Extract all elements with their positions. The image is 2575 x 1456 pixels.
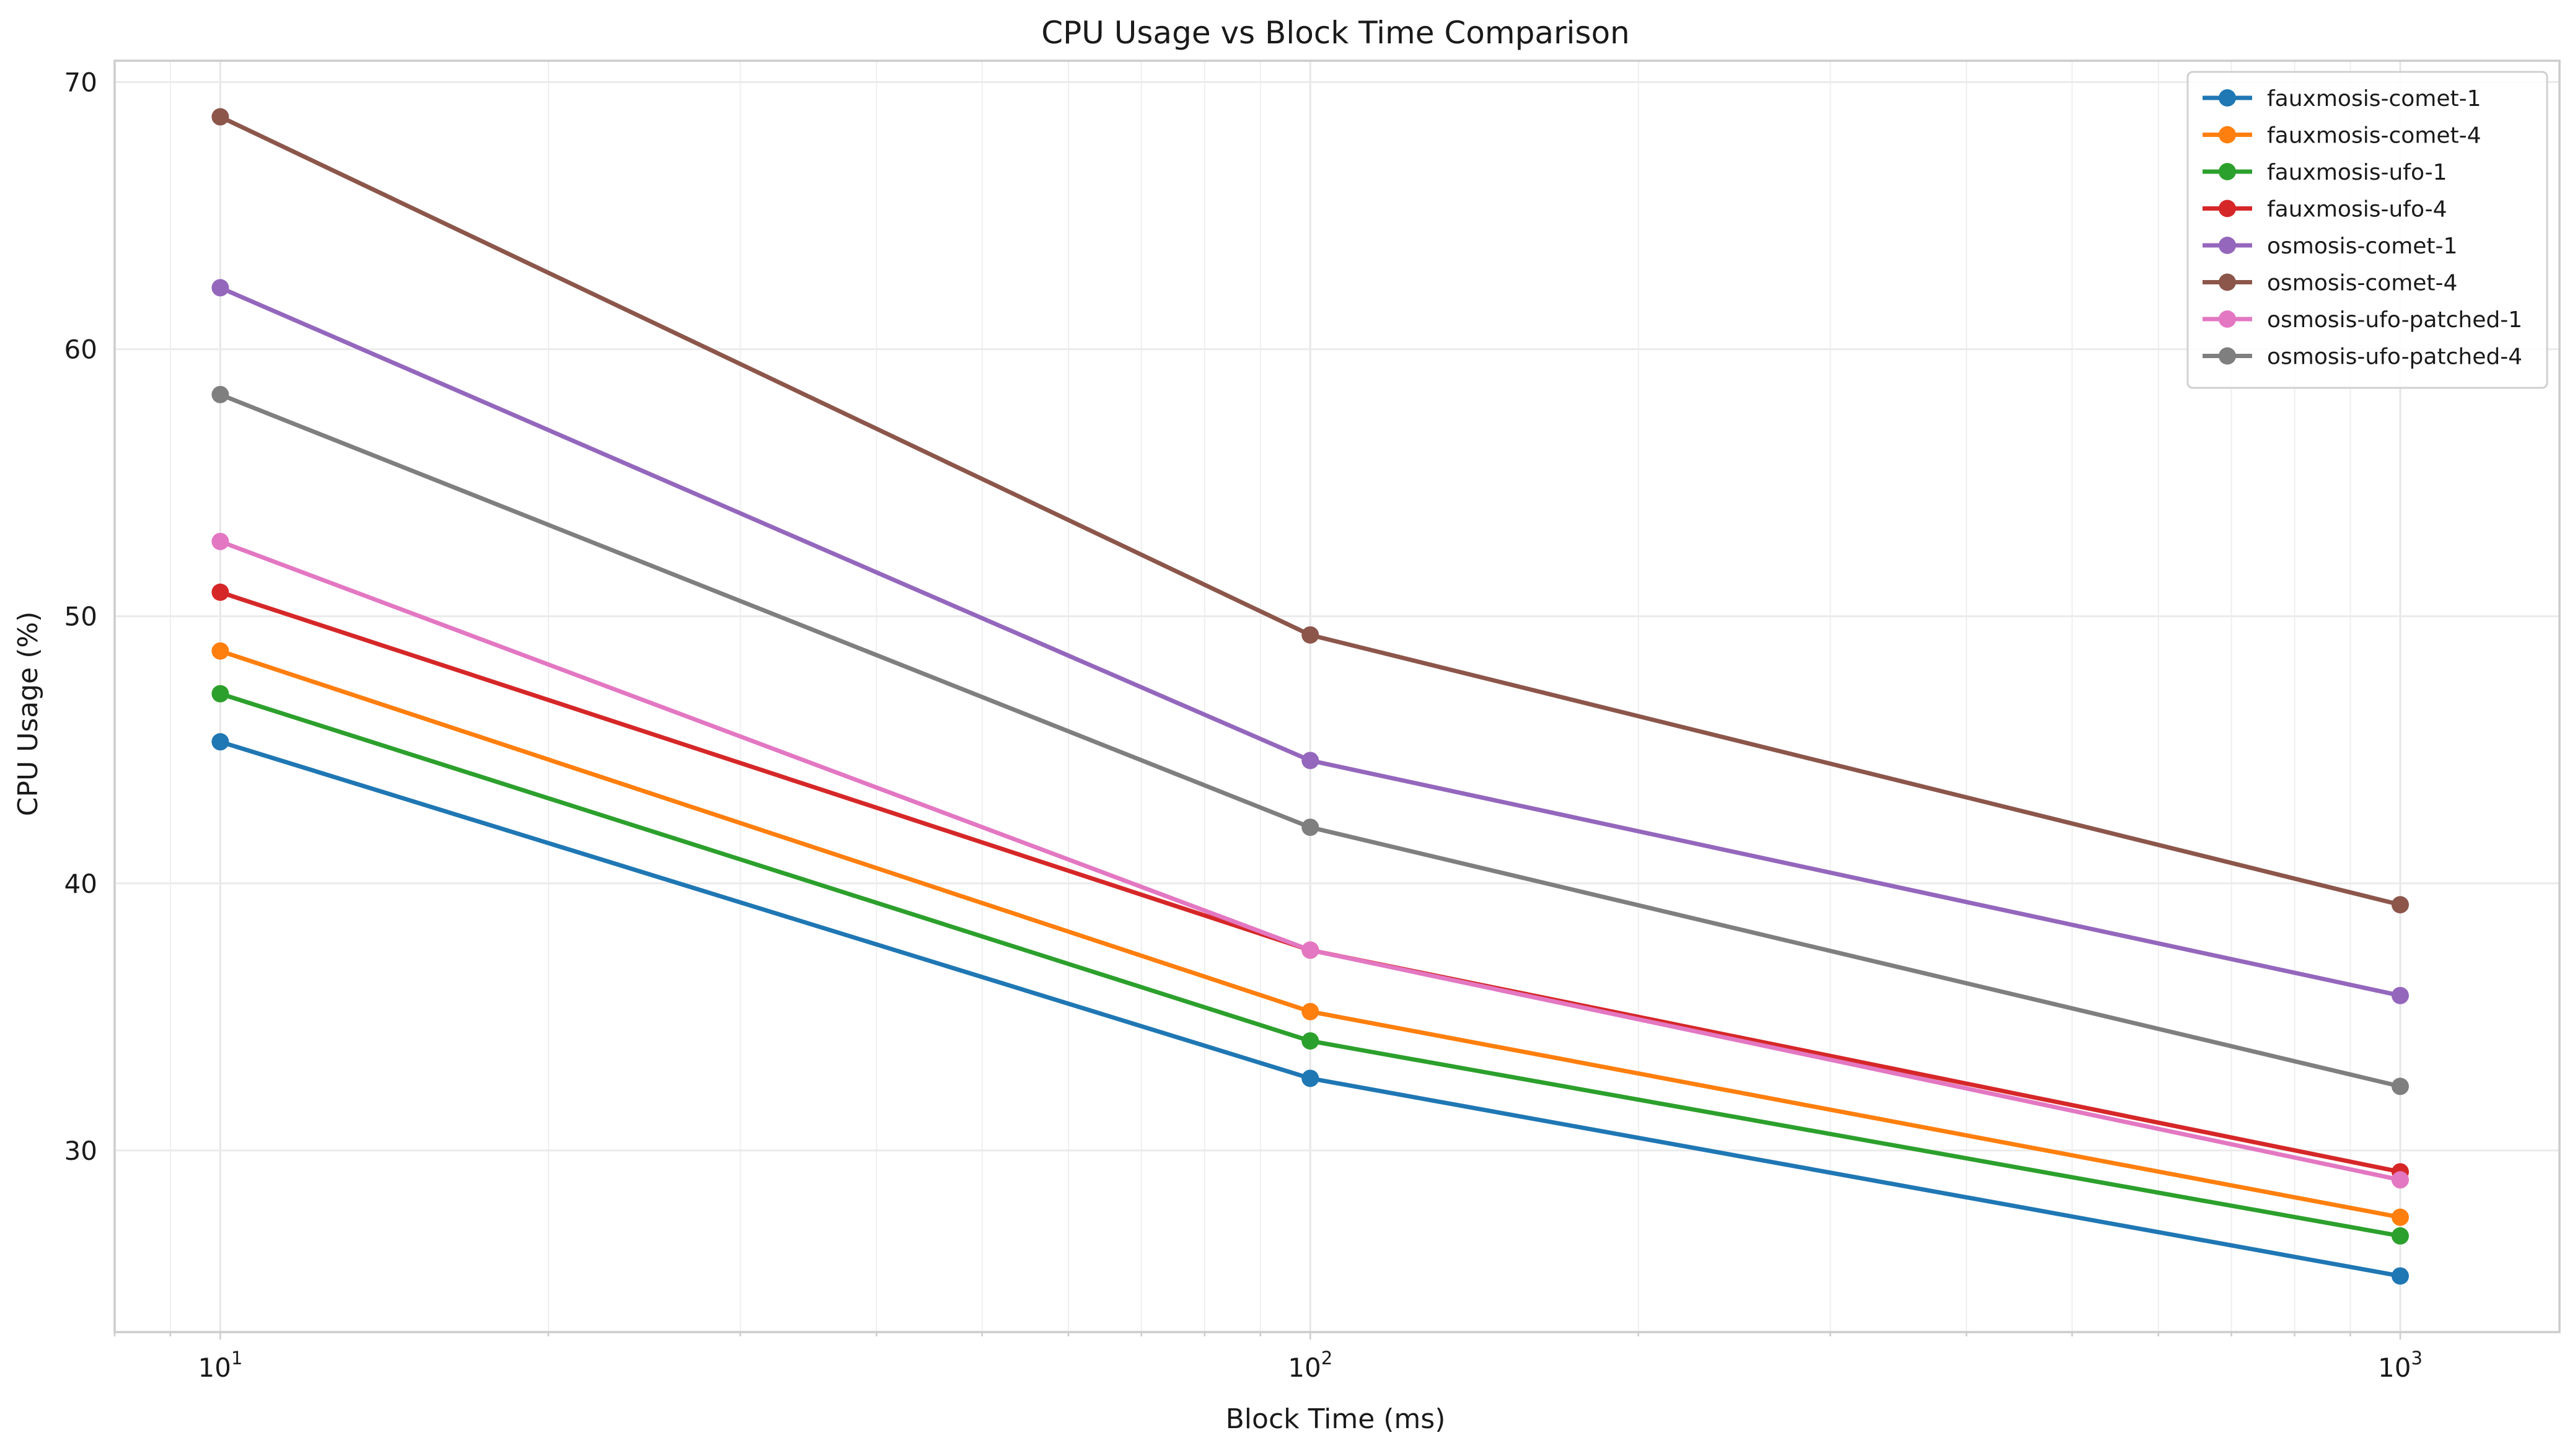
- data-point: [2391, 1208, 2409, 1226]
- series-osmosis-ufo-patched-4: [211, 385, 2409, 1095]
- legend-label: fauxmosis-comet-4: [2267, 123, 2481, 149]
- legend-item: fauxmosis-ufo-1: [2203, 160, 2447, 185]
- data-point: [211, 642, 229, 660]
- x-tick-exponent: 2: [1321, 1348, 1332, 1369]
- y-tick-label: 70: [64, 67, 97, 97]
- data-point: [211, 108, 229, 126]
- legend-label: osmosis-ufo-patched-1: [2267, 307, 2522, 333]
- legend-item: osmosis-comet-4: [2203, 271, 2457, 296]
- data-point: [2391, 986, 2409, 1004]
- chart-title: CPU Usage vs Block Time Comparison: [1041, 15, 1630, 51]
- legend-marker: [2219, 237, 2236, 254]
- data-point: [211, 583, 229, 601]
- legend-marker: [2219, 200, 2236, 217]
- y-axis-label: CPU Usage (%): [12, 612, 44, 817]
- legend-label: fauxmosis-ufo-1: [2267, 160, 2447, 185]
- data-point: [211, 685, 229, 703]
- y-tick-label: 40: [64, 869, 97, 899]
- series-osmosis-comet-1: [211, 279, 2409, 1004]
- y-tick-label: 30: [64, 1136, 97, 1166]
- legend-item: fauxmosis-comet-1: [2203, 86, 2481, 112]
- legend-label: osmosis-ufo-patched-4: [2267, 344, 2522, 370]
- data-point: [1301, 818, 1319, 836]
- data-point: [1301, 1069, 1319, 1087]
- legend-marker: [2219, 347, 2236, 365]
- data-point: [1301, 941, 1319, 959]
- legend-marker: [2219, 310, 2236, 328]
- x-tick-label: 101: [198, 1348, 242, 1383]
- legend-label: osmosis-comet-1: [2267, 234, 2457, 259]
- data-point: [1301, 1002, 1319, 1020]
- data-point: [211, 733, 229, 751]
- series-osmosis-ufo-patched-1: [211, 532, 2409, 1189]
- data-point: [2391, 1171, 2409, 1189]
- legend-marker: [2219, 126, 2236, 144]
- data-point: [1301, 1032, 1319, 1050]
- series-fauxmosis-comet-4: [211, 642, 2409, 1226]
- data-point: [2391, 896, 2409, 914]
- x-axis-label: Block Time (ms): [1226, 1403, 1446, 1435]
- legend-item: fauxmosis-comet-4: [2203, 123, 2481, 149]
- legend-marker: [2219, 163, 2236, 180]
- x-tick-exponent: 3: [2411, 1348, 2422, 1369]
- legend-item: osmosis-ufo-patched-4: [2203, 344, 2522, 370]
- legend: fauxmosis-comet-1 fauxmosis-comet-4 fauxmo…: [2186, 71, 2548, 389]
- data-point: [2391, 1227, 2409, 1245]
- data-point: [211, 385, 229, 403]
- legend-label: fauxmosis-comet-1: [2267, 86, 2481, 112]
- legend-item: osmosis-ufo-patched-1: [2203, 307, 2522, 333]
- data-point: [1301, 752, 1319, 770]
- y-tick-label: 50: [64, 602, 97, 632]
- legend-label: osmosis-comet-4: [2267, 271, 2457, 296]
- plot-frame: [113, 59, 2561, 1333]
- legend-box: [2186, 71, 2548, 389]
- legend-item: fauxmosis-ufo-4: [2203, 197, 2447, 222]
- legend-marker: [2219, 89, 2236, 107]
- y-tick-label: 60: [64, 335, 97, 365]
- grid: [114, 61, 2560, 1332]
- legend-marker: [2219, 273, 2236, 291]
- x-tick-exponent: 1: [231, 1348, 242, 1369]
- data-point: [2391, 1267, 2409, 1285]
- legend-item: osmosis-comet-1: [2203, 234, 2457, 259]
- data-point: [211, 532, 229, 550]
- series-fauxmosis-ufo-1: [211, 685, 2409, 1245]
- data-point: [1301, 626, 1319, 644]
- series-osmosis-comet-4: [211, 108, 2409, 914]
- x-tick-base: 10: [198, 1353, 231, 1383]
- series-fauxmosis-comet-1: [211, 733, 2409, 1285]
- data-point: [2391, 1077, 2409, 1095]
- legend-label: fauxmosis-ufo-4: [2267, 197, 2447, 222]
- x-tick-base: 10: [2378, 1353, 2411, 1383]
- x-tick-label: 103: [2378, 1348, 2423, 1383]
- series-lines: [211, 108, 2409, 1285]
- data-point: [211, 279, 229, 297]
- x-tick-base: 10: [1288, 1353, 1321, 1383]
- x-tick-label: 102: [1288, 1348, 1332, 1383]
